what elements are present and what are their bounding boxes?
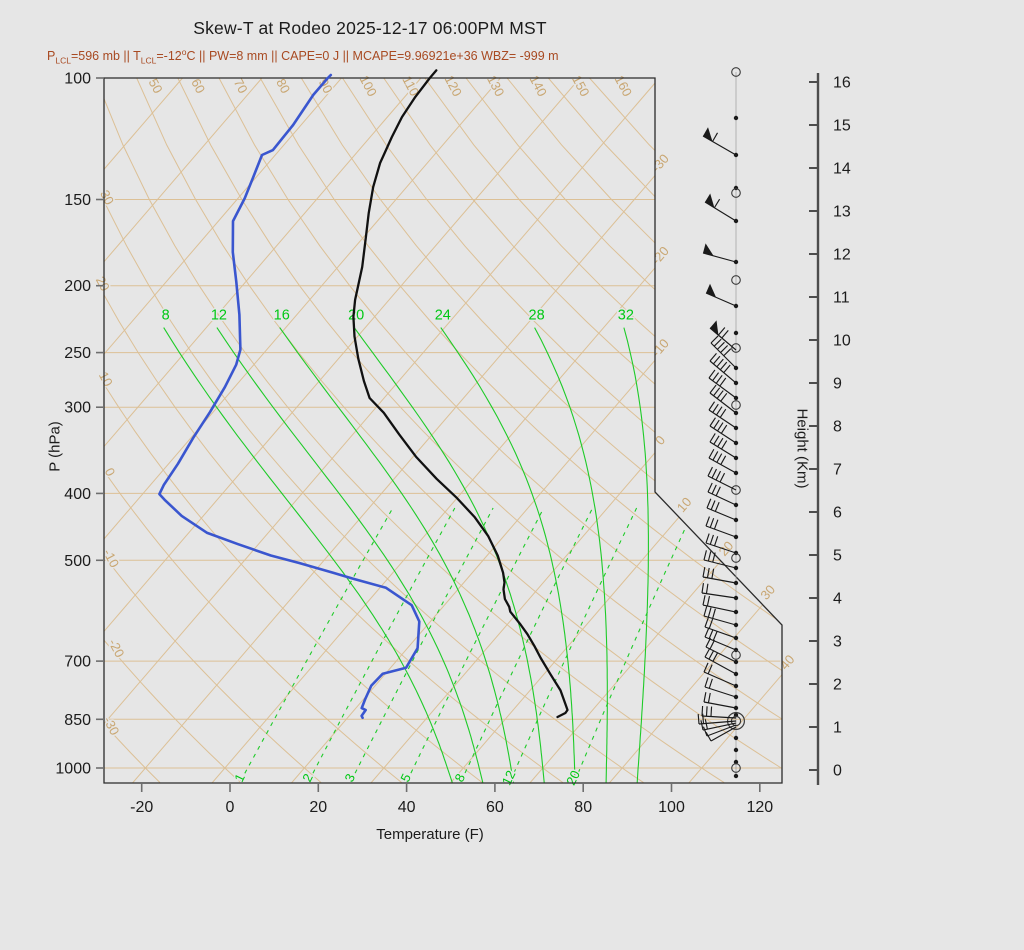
svg-text:30: 30	[757, 582, 778, 603]
svg-text:1000: 1000	[55, 761, 91, 778]
svg-text:10: 10	[833, 333, 851, 350]
svg-text:80: 80	[273, 76, 293, 96]
svg-text:24: 24	[435, 308, 451, 324]
svg-text:250: 250	[64, 345, 91, 362]
sounding-parameters-line: PLCL=596 mb || TLCL=-12oC || PW=8 mm || …	[47, 47, 559, 66]
svg-text:15: 15	[833, 118, 851, 135]
svg-text:-30: -30	[648, 151, 672, 175]
svg-text:16: 16	[833, 75, 851, 92]
svg-text:-20: -20	[130, 799, 153, 816]
svg-text:500: 500	[64, 553, 91, 570]
svg-text:60: 60	[486, 799, 504, 816]
svg-text:120: 120	[746, 799, 773, 816]
svg-text:0: 0	[833, 763, 842, 780]
svg-text:5: 5	[397, 771, 414, 784]
svg-text:20: 20	[563, 768, 583, 788]
svg-text:16: 16	[274, 308, 290, 324]
dewpoint-curve	[158, 73, 421, 720]
svg-text:5: 5	[833, 548, 842, 565]
svg-text:140: 140	[527, 73, 550, 99]
svg-text:8: 8	[162, 308, 170, 324]
svg-text:160: 160	[612, 73, 635, 99]
svg-text:12: 12	[499, 768, 519, 788]
svg-text:-20: -20	[105, 636, 127, 660]
svg-text:200: 200	[64, 278, 91, 295]
svg-text:8: 8	[833, 419, 842, 436]
wind-barb-column	[697, 67, 745, 779]
background-lines	[104, 78, 782, 783]
svg-text:20: 20	[716, 538, 737, 559]
svg-text:40: 40	[398, 799, 416, 816]
svg-text:700: 700	[64, 654, 91, 671]
svg-text:100: 100	[64, 71, 91, 88]
svg-text:120: 120	[442, 73, 465, 99]
svg-text:3: 3	[833, 634, 842, 651]
svg-text:70: 70	[231, 76, 251, 96]
y-axis-label: P (hPa)	[46, 421, 64, 472]
x-axis-label: Temperature (F)	[376, 826, 484, 843]
svg-text:1: 1	[833, 720, 842, 737]
svg-text:100: 100	[357, 73, 380, 99]
sounding-curves	[158, 69, 569, 720]
svg-text:150: 150	[64, 192, 91, 209]
svg-text:60: 60	[188, 76, 208, 96]
svg-text:8: 8	[451, 771, 468, 784]
svg-text:100: 100	[658, 799, 685, 816]
svg-text:300: 300	[64, 400, 91, 417]
temperature-curve	[352, 69, 569, 719]
svg-text:400: 400	[64, 486, 91, 503]
svg-text:50: 50	[146, 76, 166, 96]
svg-text:10: 10	[96, 369, 116, 389]
svg-text:0: 0	[226, 799, 235, 816]
svg-text:12: 12	[211, 308, 227, 324]
height-axis-label: Height (Km)	[793, 408, 811, 489]
svg-text:150: 150	[569, 73, 592, 99]
svg-text:14: 14	[833, 161, 851, 178]
svg-text:11: 11	[833, 290, 850, 307]
svg-text:20: 20	[93, 274, 113, 294]
svg-text:10: 10	[674, 494, 695, 515]
svg-text:-20: -20	[648, 243, 672, 267]
svg-text:13: 13	[833, 204, 851, 221]
svg-text:130: 130	[484, 73, 507, 99]
svg-text:110: 110	[399, 73, 422, 98]
svg-text:12: 12	[833, 247, 851, 264]
svg-text:9: 9	[833, 376, 842, 393]
svg-text:2: 2	[833, 677, 842, 694]
svg-text:850: 850	[64, 712, 91, 729]
svg-text:28: 28	[529, 308, 545, 324]
svg-text:6: 6	[833, 505, 842, 522]
svg-text:4: 4	[833, 591, 842, 608]
svg-text:32: 32	[618, 308, 634, 324]
svg-text:20: 20	[348, 308, 364, 324]
svg-text:-10: -10	[648, 336, 672, 360]
svg-text:7: 7	[833, 462, 842, 479]
page-title: Skew-T at Rodeo 2025-12-17 06:00PM MST	[193, 18, 547, 38]
svg-text:20: 20	[309, 799, 327, 816]
svg-text:80: 80	[574, 799, 592, 816]
svg-text:30: 30	[97, 187, 117, 207]
